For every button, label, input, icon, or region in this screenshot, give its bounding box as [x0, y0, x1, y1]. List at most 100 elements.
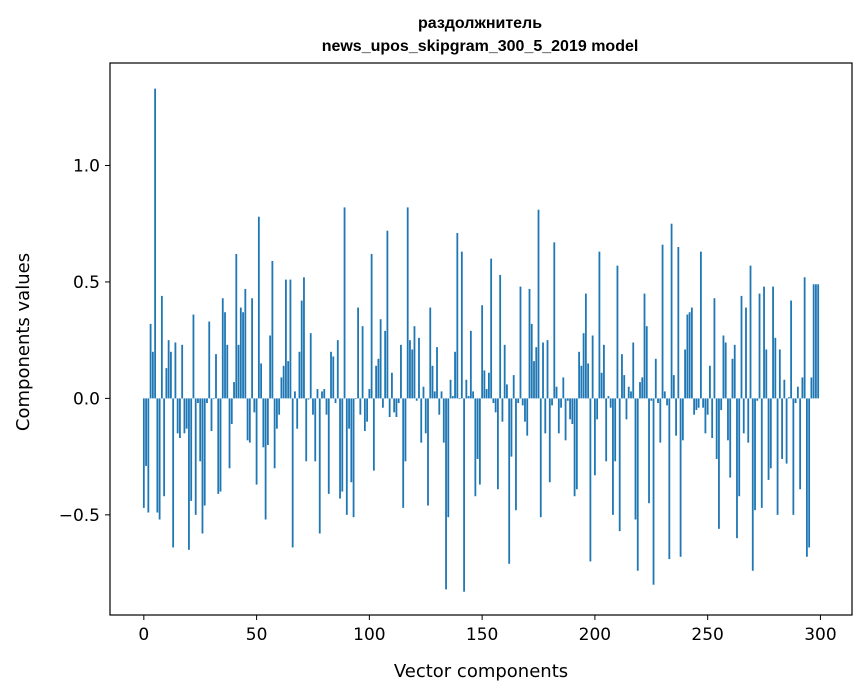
bar [515, 398, 517, 511]
bar [215, 354, 217, 399]
bar [465, 379, 468, 399]
bar [413, 326, 416, 399]
bar [745, 307, 747, 399]
bar [693, 398, 696, 415]
bar [314, 398, 317, 462]
bar [456, 233, 459, 399]
bar [217, 398, 220, 494]
bar [566, 398, 569, 401]
bar [197, 398, 199, 404]
bar [481, 305, 484, 399]
bar [535, 347, 538, 399]
bar [395, 398, 398, 418]
bar [794, 398, 797, 404]
bar [670, 223, 673, 399]
bar [275, 398, 278, 429]
bar [596, 398, 599, 420]
bar [805, 398, 808, 557]
bar [722, 335, 725, 399]
y-axis: −0.5 0.0 0.5 1.0 [59, 156, 110, 526]
y-tick-label: 1.0 [73, 156, 100, 176]
bar [476, 398, 479, 459]
bar [796, 386, 799, 399]
bar [512, 375, 515, 399]
bar [763, 286, 765, 399]
bar [616, 265, 619, 399]
bar [433, 391, 436, 399]
bar [427, 398, 429, 506]
bar [343, 207, 346, 399]
bar [506, 384, 508, 399]
x-axis: 0 50 100 150 200 250 300 [138, 615, 837, 645]
bar [494, 398, 497, 413]
bar [334, 398, 337, 404]
bar [194, 398, 197, 515]
bar [695, 398, 698, 411]
bar [190, 398, 193, 501]
bar [445, 398, 447, 590]
bar [668, 398, 671, 560]
bar [379, 319, 382, 399]
x-axis-label: Vector components [394, 661, 568, 682]
bar [503, 344, 506, 399]
bar [767, 398, 770, 480]
bar [262, 398, 265, 448]
bar [386, 230, 389, 399]
bar [677, 247, 680, 399]
bar [483, 370, 486, 399]
bar [309, 333, 312, 399]
bar [354, 398, 357, 400]
bar [348, 398, 350, 429]
bar [490, 258, 493, 399]
bar [632, 342, 635, 399]
bar [636, 398, 639, 571]
bar [246, 398, 249, 441]
bar [269, 335, 272, 399]
bar [316, 389, 319, 399]
bar [485, 389, 488, 399]
bar [305, 398, 308, 462]
bar [736, 398, 738, 539]
bar [224, 312, 226, 399]
bar [542, 342, 544, 399]
bar [501, 398, 504, 422]
bar [165, 368, 168, 399]
bar [598, 251, 601, 399]
bar [760, 398, 763, 508]
bar [289, 279, 292, 399]
bar [336, 340, 339, 399]
bar [812, 284, 815, 399]
bar [609, 398, 612, 408]
bar [815, 284, 817, 399]
bar [253, 398, 256, 413]
bar [587, 363, 590, 399]
bar [454, 351, 456, 399]
bar [393, 398, 396, 413]
bar [546, 340, 549, 399]
bar [323, 389, 326, 399]
bar [666, 398, 668, 406]
bar [614, 398, 617, 462]
bar [539, 398, 542, 518]
bar [397, 398, 400, 404]
bar [551, 398, 553, 406]
bar [474, 398, 477, 497]
bar [659, 398, 662, 443]
bar [242, 312, 244, 399]
bar [271, 260, 274, 399]
bar [603, 344, 605, 399]
bar [402, 398, 405, 508]
bar [431, 365, 434, 399]
bar [469, 330, 472, 399]
bar [230, 398, 233, 425]
bar [621, 354, 623, 399]
bar [357, 307, 359, 399]
bar [758, 293, 761, 399]
bar [560, 398, 562, 408]
bar [158, 398, 161, 520]
bar [652, 398, 655, 585]
bar [641, 377, 644, 399]
bar [233, 382, 235, 399]
bar [720, 398, 723, 411]
bar [645, 326, 648, 399]
